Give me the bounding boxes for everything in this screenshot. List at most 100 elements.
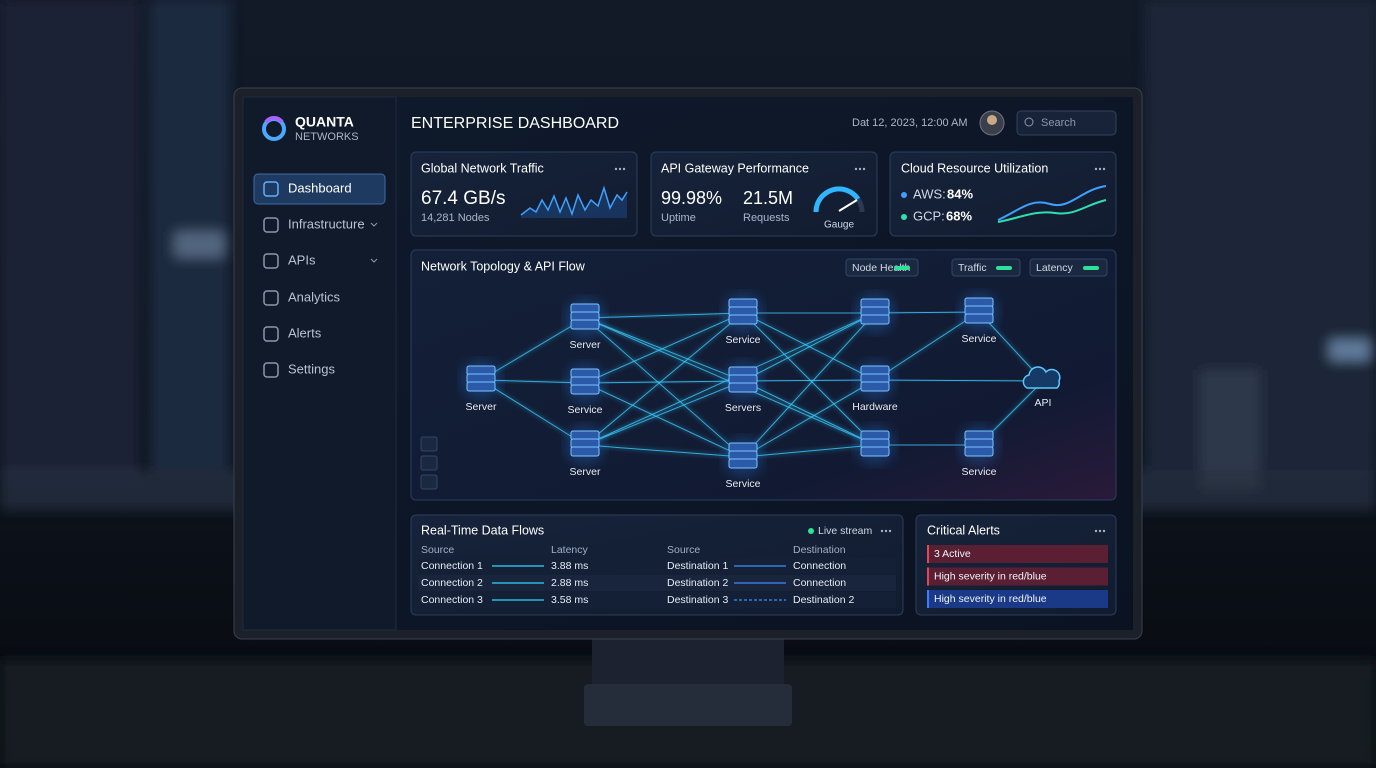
metric-sub: Uptime (661, 212, 696, 224)
gauge-label: Gauge (824, 220, 854, 231)
metric-sub: Requests (743, 212, 790, 224)
panel-title: Real-Time Data Flows (421, 523, 544, 537)
row-bg (418, 558, 896, 574)
legend-bar (1083, 266, 1099, 270)
nav-icon (263, 362, 279, 378)
panel-title: Network Topology & API Flow (421, 259, 586, 273)
node-label: Servers (725, 402, 761, 414)
gauge-arc (813, 186, 861, 213)
node-label: Server (570, 466, 601, 478)
legend-label: Node Health (852, 262, 911, 274)
topology-panel (410, 249, 1117, 501)
server-icon (964, 446, 994, 457)
node-label: Service (725, 478, 760, 490)
menu-dot[interactable] (1098, 529, 1102, 533)
monitor-base (584, 684, 792, 726)
alert-stripe (927, 590, 929, 608)
menu-dot[interactable] (1102, 167, 1106, 171)
server-icon (964, 313, 994, 324)
menu-dot[interactable] (1094, 167, 1098, 171)
nav-icon (263, 217, 279, 233)
flow-edge (874, 311, 980, 381)
status-dot (808, 528, 814, 534)
alert-bg (927, 545, 1108, 563)
menu-dot[interactable] (858, 167, 862, 171)
menu-dot[interactable] (622, 167, 626, 171)
map-control[interactable] (420, 474, 438, 490)
flow-edge (584, 317, 744, 458)
card-gateway (650, 151, 878, 237)
menu-dot[interactable] (1102, 529, 1106, 533)
nav-chevron (370, 222, 378, 227)
flow-edge (874, 379, 1044, 382)
menu-dot[interactable] (862, 167, 866, 171)
nav-item[interactable]: Dashboard (288, 180, 352, 195)
nav-item[interactable]: Infrastructure (288, 216, 365, 231)
column-header: Latency (551, 544, 589, 556)
card-title: Cloud Resource Utilization (901, 161, 1048, 175)
node-label: Hardware (852, 401, 898, 413)
server-icon (466, 381, 496, 392)
cell: Connection (793, 577, 846, 589)
menu-dot[interactable] (618, 167, 622, 171)
legend-label: Latency (1036, 262, 1074, 274)
alert-item: 3 Active (934, 548, 971, 560)
avatar-head (987, 115, 997, 125)
map-control[interactable] (420, 436, 438, 452)
nav-item[interactable]: APIs (288, 252, 316, 267)
menu-dot[interactable] (888, 529, 892, 533)
nav-icon (263, 253, 279, 269)
server-icon (570, 319, 600, 330)
legend-dot (901, 214, 907, 220)
cell: Destination 1 (667, 560, 728, 572)
area-line (997, 185, 1107, 221)
label: NETWORKS (295, 131, 359, 143)
flow-edge (584, 380, 744, 384)
label: 84% (947, 186, 973, 201)
metric-sub: 14,281 Nodes (421, 212, 490, 224)
area-line (997, 199, 1107, 223)
nav-icon (263, 181, 279, 197)
node-label: Service (567, 404, 602, 416)
legend-chip (951, 258, 1021, 277)
flow-edge (742, 312, 876, 458)
label: AWS: (913, 186, 946, 201)
metric: 21.5M (743, 188, 793, 208)
card-cloud (889, 151, 1117, 237)
metric: 99.98% (661, 188, 722, 208)
nav-item[interactable]: Settings (288, 361, 335, 376)
nav-icon (263, 290, 279, 306)
label: 68% (946, 208, 972, 223)
map-control[interactable] (420, 455, 438, 471)
server-icon (860, 381, 890, 392)
nav-item[interactable]: Analytics (288, 289, 341, 304)
search-placeholder: Search (1041, 117, 1076, 129)
column-header: Destination (793, 544, 846, 556)
flow-edge (584, 312, 744, 319)
node-label: API (1035, 397, 1052, 409)
menu-dot[interactable] (614, 167, 618, 171)
flow-edge (742, 379, 876, 382)
menu-dot[interactable] (854, 167, 858, 171)
cell: Connection (793, 560, 846, 572)
server-icon (728, 382, 758, 393)
search-icon (1024, 117, 1034, 127)
alert-stripe (927, 567, 929, 586)
cell: Connection 1 (421, 560, 483, 572)
search-box[interactable] (1016, 110, 1117, 136)
nav-item[interactable]: Alerts (288, 325, 322, 340)
legend-bar (894, 266, 910, 270)
menu-dot[interactable] (880, 529, 884, 533)
node-label: Server (466, 401, 497, 413)
menu-dot[interactable] (1094, 529, 1098, 533)
column-header: Source (421, 544, 454, 556)
server-icon (728, 314, 758, 325)
legend-label: Traffic (958, 262, 987, 274)
menu-dot[interactable] (1098, 167, 1102, 171)
logo-accent (264, 116, 284, 124)
menu-dot[interactable] (884, 529, 888, 533)
node-label: Service (961, 333, 996, 345)
cell: Destination 2 (793, 594, 854, 606)
